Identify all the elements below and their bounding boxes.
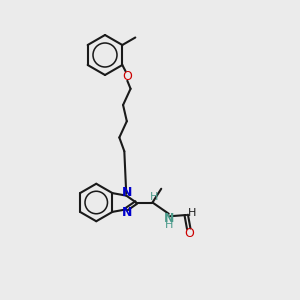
Text: O: O	[184, 227, 194, 240]
Text: H: H	[150, 193, 158, 202]
Text: N: N	[164, 212, 174, 225]
Text: N: N	[122, 206, 132, 219]
Text: H: H	[188, 208, 197, 218]
Text: H: H	[165, 220, 173, 230]
Text: O: O	[122, 70, 132, 83]
Text: N: N	[122, 186, 132, 199]
